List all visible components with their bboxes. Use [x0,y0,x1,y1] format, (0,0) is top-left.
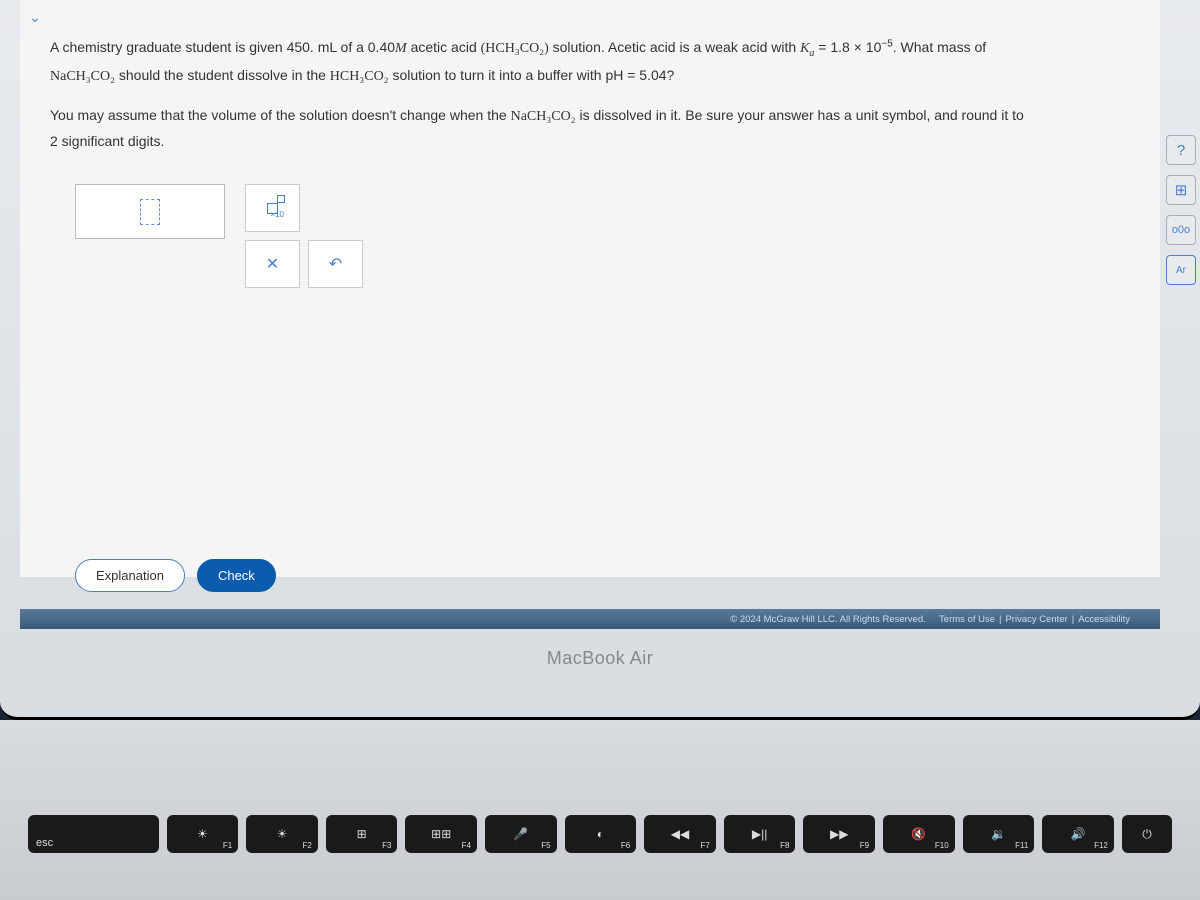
brightness-down-icon: ☀ [197,828,208,840]
periodic-icon: Ar [1176,265,1186,276]
scientific-notation-button[interactable]: ×10 [245,184,300,232]
formula-acetic-acid-2: HCH₃CO₂ [330,69,389,84]
formula-sodium-acetate: NaCH₃CO₂ [50,69,115,84]
laptop-screen: ⌄ A chemistry graduate student is given … [0,0,1200,720]
key-label: F1 [223,841,232,850]
key-label: F4 [462,841,471,850]
rewind-icon: ◀◀ [671,828,689,840]
question-text: A chemistry graduate student is given 45… [20,0,1160,164]
q-text: solution. Acetic acid is a weak acid wit… [549,39,800,55]
key-f11[interactable]: 🔉 F11 [963,815,1035,853]
check-label: Check [218,568,255,583]
key-label: F7 [701,841,710,850]
launchpad-icon: ⊞⊞ [431,828,451,840]
answer-area: ×10 ✕ ↶ [20,164,1160,308]
explanation-button[interactable]: Explanation [75,559,185,592]
q-text: . What mass of [893,39,986,55]
volume-down-icon: 🔉 [991,828,1006,840]
key-label: F5 [541,841,550,850]
undo-icon: ↶ [329,254,342,274]
key-f4[interactable]: ⊞⊞ F4 [405,815,477,853]
sidebar-tools: ? ⊞ o0o Ar [1166,135,1196,285]
brightness-up-icon: ☀ [277,828,288,840]
laptop-brand: MacBook Air [547,648,654,669]
key-f8[interactable]: ▶|| F8 [724,815,796,853]
glassware-button[interactable]: o0o [1166,215,1196,245]
key-label: F6 [621,841,630,850]
undo-button[interactable]: ↶ [308,240,363,288]
key-label: F10 [935,841,949,850]
key-f7[interactable]: ◀◀ F7 [644,815,716,853]
terms-link[interactable]: Terms of Use [939,614,995,625]
laptop-keyboard: esc ☀F1 ☀F2 ⊞F3 ⊞⊞F4 🎤F5 ◐F6 ◀◀F7 ▶||F8 … [0,720,1200,900]
key-power[interactable]: ⏻ [1122,815,1172,853]
copyright-text: © 2024 McGraw Hill LLC. All Rights Reser… [730,614,926,625]
q-text: solution to turn it into a buffer with p… [389,67,675,83]
glassware-icon: o0o [1172,224,1190,236]
key-f5[interactable]: 🎤 F5 [485,815,557,853]
volume-up-icon: 🔊 [1071,828,1086,840]
sep: | [999,614,1001,625]
q-text: You may assume that the volume of the so… [50,107,511,123]
x-icon: ✕ [266,254,279,274]
power-icon: ⏻ [1142,828,1152,840]
key-f10[interactable]: 🔇 F10 [883,815,955,853]
app-content: ⌄ A chemistry graduate student is given … [20,0,1160,577]
answer-input[interactable] [75,184,225,239]
q-text: acetic acid [407,39,481,55]
chevron-down-icon: ⌄ [29,9,41,26]
mission-control-icon: ⊞ [357,828,367,840]
forward-icon: ▶▶ [830,828,848,840]
key-f9[interactable]: ▶▶ F9 [803,815,875,853]
answer-placeholder-box [140,199,160,225]
q-text: 2 significant digits. [50,133,164,149]
clear-button[interactable]: ✕ [245,240,300,288]
key-esc[interactable]: esc [28,815,159,853]
check-button[interactable]: Check [197,559,276,592]
key-f3[interactable]: ⊞ F3 [326,815,398,853]
mic-icon: 🎤 [513,828,528,840]
q-text: is dissolved in it. Be sure your answer … [576,107,1024,123]
formula-acetic-acid: (HCH₃CO₂) [481,41,549,56]
accessibility-link[interactable]: Accessibility [1078,614,1130,625]
dnd-icon: ◐ [597,828,604,840]
key-f2[interactable]: ☀ F2 [246,815,318,853]
footer: © 2024 McGraw Hill LLC. All Rights Reser… [20,609,1160,629]
formula-sodium-acetate-2: NaCH₃CO₂ [511,109,576,124]
calculator-icon: ⊞ [1175,181,1188,199]
help-button[interactable]: ? [1166,135,1196,165]
explanation-label: Explanation [96,568,164,583]
key-label: F3 [382,841,391,850]
key-esc-label: esc [36,837,53,849]
box-icon-small [277,195,285,203]
key-f12[interactable]: 🔊 F12 [1042,815,1114,853]
collapse-toggle[interactable]: ⌄ [24,6,46,28]
sci-label: ×10 [270,210,284,219]
q-text: A chemistry graduate student is given 45… [50,39,395,55]
ka-exp: −5 [881,38,892,49]
q-text: M [395,41,407,56]
q-text: = 1.8 × 10 [814,39,881,55]
key-label: F2 [302,841,311,850]
question-icon: ? [1177,142,1185,159]
q-text: should the student dissolve in the [115,67,330,83]
play-pause-icon: ▶|| [752,828,767,840]
key-label: F12 [1094,841,1108,850]
key-label: F8 [780,841,789,850]
calculator-button[interactable]: ⊞ [1166,175,1196,205]
action-bar: Explanation Check [20,559,1160,609]
key-f1[interactable]: ☀ F1 [167,815,239,853]
key-label: F9 [860,841,869,850]
mute-icon: 🔇 [911,828,926,840]
input-tools: ×10 ✕ ↶ [245,184,363,288]
key-f6[interactable]: ◐ F6 [565,815,637,853]
sep: | [1072,614,1074,625]
key-label: F11 [1015,841,1028,850]
privacy-link[interactable]: Privacy Center [1005,614,1067,625]
periodic-table-button[interactable]: Ar [1166,255,1196,285]
function-key-row: esc ☀F1 ☀F2 ⊞F3 ⊞⊞F4 🎤F5 ◐F6 ◀◀F7 ▶||F8 … [28,815,1172,853]
